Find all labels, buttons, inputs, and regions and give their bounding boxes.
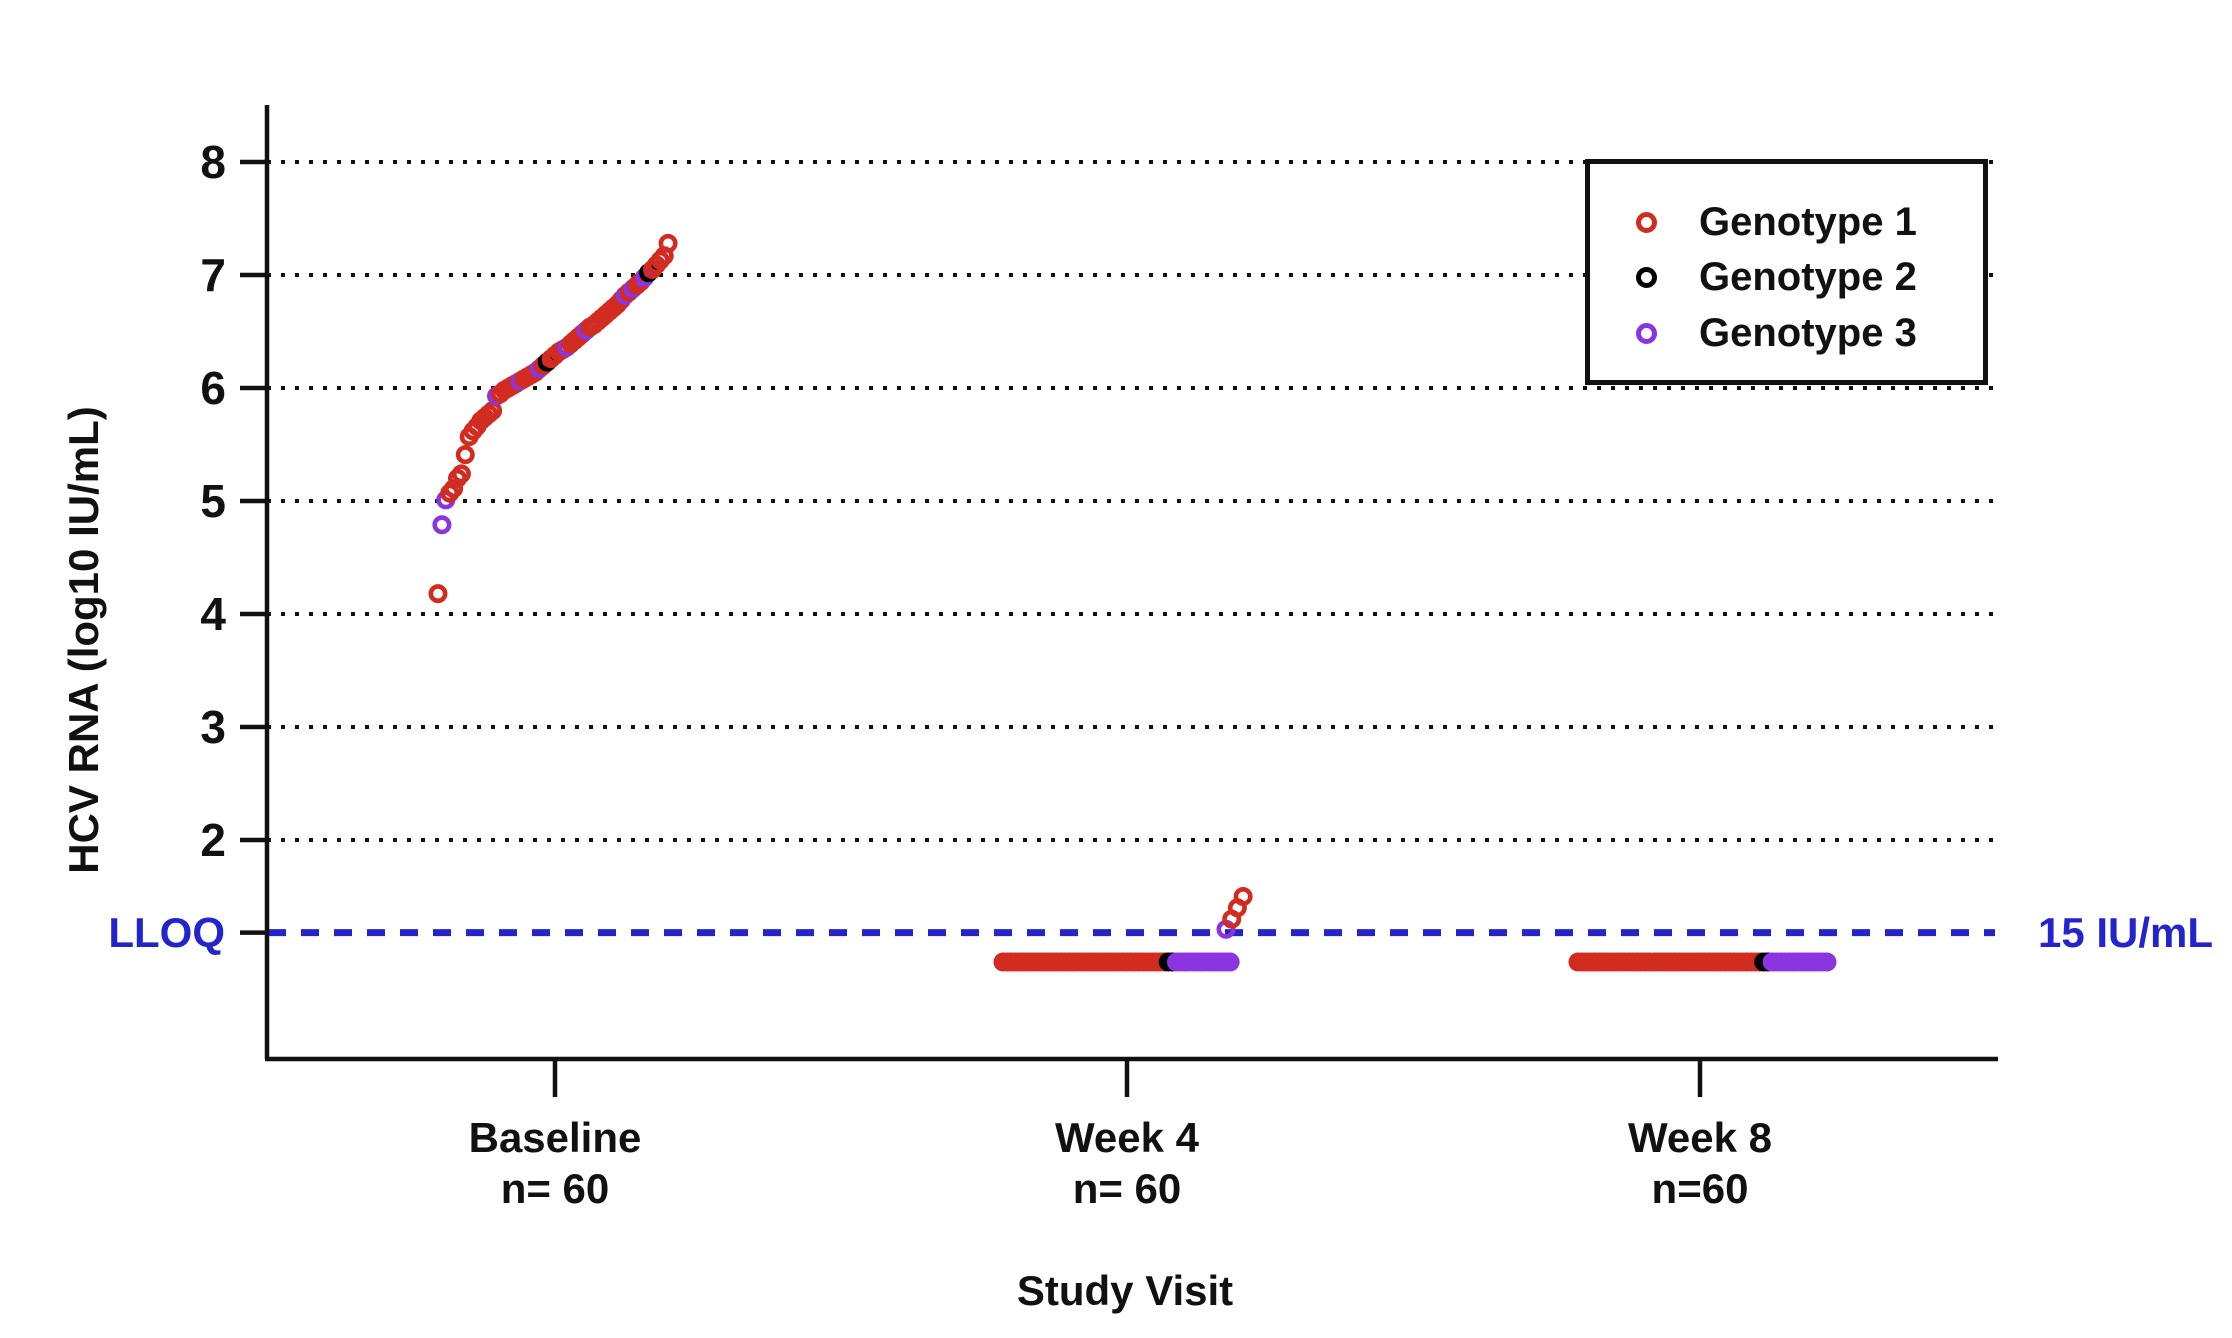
below-lloq-point xyxy=(1220,952,1240,972)
genotype-1-marker-icon xyxy=(1636,211,1657,233)
legend-item-genotype-3: Genotype 3 xyxy=(1636,310,1917,355)
week8-below-lloq xyxy=(1568,952,1837,972)
x-category-n: n= 60 xyxy=(1072,1165,1182,1212)
week4-above-lloq xyxy=(1216,886,1253,939)
y-tick-label-3: 3 xyxy=(200,701,226,753)
baseline-points xyxy=(428,233,678,604)
y-tick-label-7: 7 xyxy=(200,249,226,301)
lloq-label: LLOQ xyxy=(108,909,225,956)
week4-below-lloq xyxy=(993,952,1240,972)
legend-label: Genotype 3 xyxy=(1699,310,1917,355)
data-point xyxy=(451,464,471,484)
x-category-label: Week 4 xyxy=(1055,1114,1199,1161)
x-axis-title: Study Visit xyxy=(1016,1267,1234,1314)
genotype-3-marker-icon xyxy=(1636,322,1657,344)
legend-item-genotype-2: Genotype 2 xyxy=(1636,254,1917,299)
above-lloq-point xyxy=(1233,886,1253,906)
genotype-2-marker-icon xyxy=(1636,266,1657,288)
data-point xyxy=(455,445,475,465)
y-tick-label-6: 6 xyxy=(200,362,226,414)
axes xyxy=(240,105,1998,1097)
below-lloq-point xyxy=(1817,952,1837,972)
y-axis-title: HCV RNA (log10 IU/mL) xyxy=(60,406,107,874)
x-category-0: Baseline n= 60 xyxy=(385,1112,725,1214)
legend: Genotype 1 Genotype 2 Genotype 3 xyxy=(1585,159,1988,385)
x-category-2: Week 8 n=60 xyxy=(1530,1112,1870,1214)
legend-item-genotype-1: Genotype 1 xyxy=(1636,199,1917,244)
x-category-label: Baseline xyxy=(468,1114,642,1161)
y-tick-label-4: 4 xyxy=(200,588,226,640)
y-tick-label-8: 8 xyxy=(200,136,226,188)
x-category-label: Week 8 xyxy=(1628,1114,1772,1161)
legend-label: Genotype 1 xyxy=(1699,199,1917,244)
data-point xyxy=(432,515,452,535)
data-point xyxy=(428,584,448,604)
x-category-n: n= 60 xyxy=(500,1165,610,1212)
data-point xyxy=(444,479,464,499)
legend-label: Genotype 2 xyxy=(1699,254,1917,299)
y-tick-label-2: 2 xyxy=(200,814,226,866)
data-point xyxy=(658,233,678,253)
lloq-value-label: 15 IU/mL xyxy=(2038,909,2214,956)
y-tick-label-5: 5 xyxy=(200,475,226,527)
x-category-1: Week 4 n= 60 xyxy=(957,1112,1297,1214)
x-category-n: n=60 xyxy=(1651,1165,1749,1212)
